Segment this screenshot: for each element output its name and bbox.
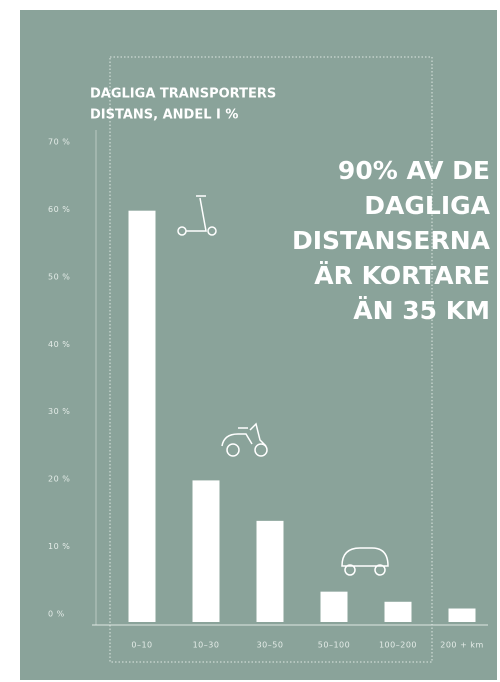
scooter-icon xyxy=(177,195,217,236)
y-tick-label: 30 % xyxy=(48,407,70,416)
y-tick-label: 10 % xyxy=(48,542,70,551)
y-tick-label: 0 % xyxy=(48,610,65,619)
y-tick-label: 50 % xyxy=(48,272,70,281)
headline: ÄR KORTARE xyxy=(314,260,490,290)
x-tick-label: 200 + km xyxy=(440,641,483,650)
bar xyxy=(384,601,412,622)
bar xyxy=(448,608,476,622)
x-tick-label: 0–10 xyxy=(131,641,152,650)
frame xyxy=(109,56,433,663)
y-tick-label: 40 % xyxy=(48,340,70,349)
x-tick-label: 10–30 xyxy=(193,641,220,650)
y-tick-label: 70 % xyxy=(48,138,70,147)
bar xyxy=(320,591,348,622)
x-tick-label: 100–200 xyxy=(379,641,417,650)
headline: ÄN 35 KM xyxy=(353,295,490,325)
bar xyxy=(256,520,284,622)
moped-icon xyxy=(221,422,268,457)
x-tick-label: 30–50 xyxy=(257,641,284,650)
chart-title: DAGLIGA TRANSPORTERS xyxy=(90,87,276,102)
headline: DISTANSERNA xyxy=(292,226,491,255)
chart-title: DISTANS, ANDEL I % xyxy=(90,108,238,123)
headline: 90% AV DE xyxy=(338,156,490,185)
headline: DAGLIGA xyxy=(364,191,490,220)
y-tick-label: 20 % xyxy=(48,475,70,484)
bar xyxy=(192,480,220,622)
bar xyxy=(128,210,156,622)
x-tick-label: 50–100 xyxy=(318,641,350,650)
car-icon xyxy=(341,547,389,576)
y-tick-label: 60 % xyxy=(48,205,70,214)
